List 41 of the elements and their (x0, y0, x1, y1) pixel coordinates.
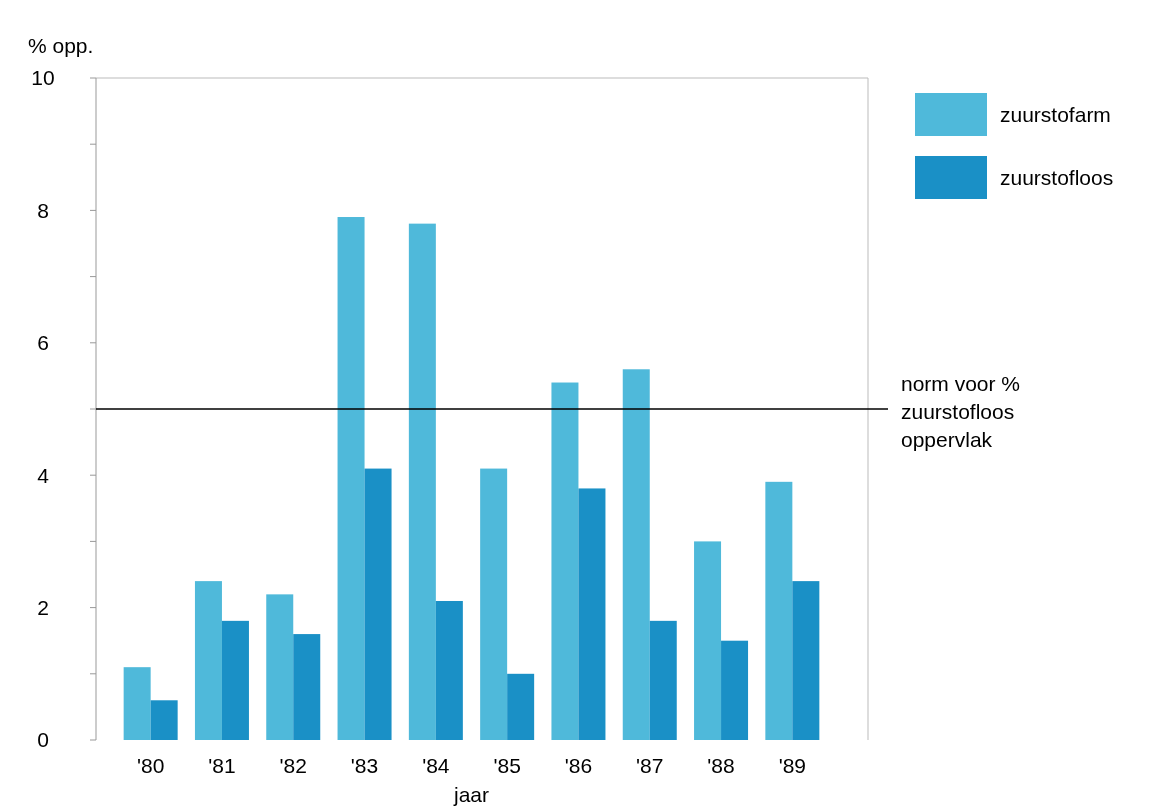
x-tick-label: '82 (279, 754, 307, 777)
y-tick-label: 8 (37, 198, 49, 222)
x-tick-label: '81 (208, 754, 236, 777)
bar (293, 634, 321, 740)
y-tick-label: 0 (37, 728, 49, 752)
bar (480, 468, 508, 740)
y-tick-label: 4 (37, 463, 50, 487)
bar (578, 488, 606, 740)
bar (123, 667, 151, 740)
bar (266, 594, 294, 740)
bar (150, 700, 178, 740)
x-tick-label: '89 (778, 754, 807, 777)
legend-label: zuurstofloos (1000, 166, 1114, 190)
bar (408, 223, 436, 740)
ref-line-label: norm voor % zuurstofloos oppervlak (901, 372, 1021, 451)
x-tick-label: '87 (636, 754, 664, 777)
y-tick-label: 10 (31, 66, 55, 90)
x-tick-label: '84 (422, 754, 450, 777)
bar (435, 600, 463, 740)
y-axis-title: % opp. (28, 34, 94, 57)
x-tick-label: '80 (136, 754, 165, 777)
bar (221, 620, 249, 740)
bar (649, 620, 677, 740)
x-tick-label: '88 (707, 754, 735, 777)
x-tick-label: '83 (350, 754, 379, 777)
x-axis-title: jaar (452, 783, 490, 806)
bar (364, 468, 392, 740)
bar (194, 581, 222, 740)
x-tick-label: '85 (493, 754, 521, 777)
bar (337, 217, 365, 740)
bar (721, 640, 749, 740)
x-tick-label: '86 (564, 754, 593, 777)
y-tick-label: 6 (37, 331, 49, 355)
bar (507, 673, 535, 740)
bar (694, 541, 722, 740)
bar (765, 481, 793, 740)
bar (792, 581, 820, 740)
legend-label: zuurstofarm (1000, 103, 1111, 127)
bar (622, 369, 650, 740)
bar (551, 382, 579, 740)
y-tick-label: 2 (37, 595, 49, 619)
